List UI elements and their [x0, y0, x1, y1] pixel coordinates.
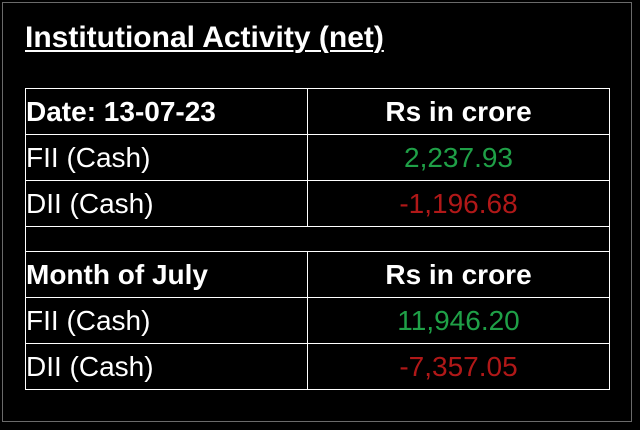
spacer-cell: [25, 226, 610, 252]
daily-header-row: Date: 13-07-23 Rs in crore: [25, 88, 610, 135]
monthly-unit-label: Rs in crore: [307, 251, 610, 298]
table-row: FII (Cash) 11,946.20: [25, 297, 610, 344]
daily-fii-value: 2,237.93: [307, 134, 610, 181]
table-row: FII (Cash) 2,237.93: [25, 134, 610, 181]
monthly-dii-label: DII (Cash): [25, 343, 308, 390]
slide-frame: [2, 2, 632, 422]
institutional-activity-table: Date: 13-07-23 Rs in crore FII (Cash) 2,…: [25, 88, 610, 390]
spacer-row: [25, 226, 610, 252]
monthly-period-label: Month of July: [25, 251, 308, 298]
page-title: Institutional Activity (net): [25, 21, 384, 54]
daily-dii-label: DII (Cash): [25, 180, 308, 227]
daily-unit-label: Rs in crore: [307, 88, 610, 135]
monthly-fii-label: FII (Cash): [25, 297, 308, 344]
daily-date-label: Date: 13-07-23: [25, 88, 308, 135]
monthly-dii-value: -7,357.05: [307, 343, 610, 390]
monthly-fii-value: 11,946.20: [307, 297, 610, 344]
daily-fii-label: FII (Cash): [25, 134, 308, 181]
daily-dii-value: -1,196.68: [307, 180, 610, 227]
table-row: DII (Cash) -1,196.68: [25, 180, 610, 227]
table-row: DII (Cash) -7,357.05: [25, 343, 610, 390]
monthly-header-row: Month of July Rs in crore: [25, 251, 610, 298]
